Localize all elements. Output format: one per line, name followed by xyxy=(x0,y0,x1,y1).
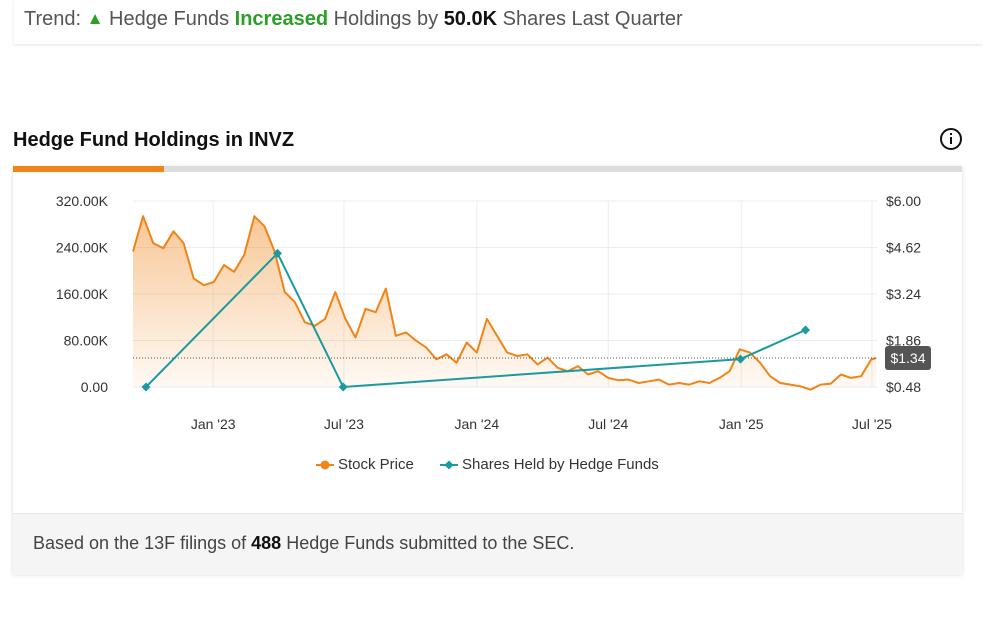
y-left-tick-label: 80.00K xyxy=(64,333,109,349)
hedge-funds-point xyxy=(735,354,745,364)
y-left-tick-label: 160.00K xyxy=(56,286,109,302)
trend-part3: Shares Last Quarter xyxy=(502,8,683,30)
trend-banner: Trend: ▲ Hedge Funds Increased Holdings … xyxy=(14,0,983,44)
y-right-tick-label: $0.48 xyxy=(886,379,921,395)
trend-text: Trend: ▲ Hedge Funds Increased Holdings … xyxy=(24,8,683,31)
legend-item-stock-price[interactable]: Stock Price xyxy=(316,456,414,473)
x-tick-label: Jan '24 xyxy=(454,416,499,432)
x-tick-label: Jul '25 xyxy=(852,416,892,432)
active-tab-indicator[interactable] xyxy=(13,166,164,172)
tab-bar xyxy=(13,166,962,172)
footer-text-before: Based on the 13F filings of xyxy=(33,533,247,553)
y-right-tick-label: $4.62 xyxy=(886,240,921,256)
x-tick-label: Jan '25 xyxy=(719,416,764,432)
stock-price-area xyxy=(133,216,877,390)
section-title: Hedge Fund Holdings in INVZ xyxy=(13,129,295,151)
hedge-funds-point xyxy=(800,325,810,335)
stock-price-line xyxy=(132,215,877,391)
trend-direction: Increased xyxy=(234,8,329,30)
y-right-tick-label: $6.00 xyxy=(886,193,921,209)
holdings-chart: 320.00K 240.00K 160.00K 80.00K 0.00 $6.00 $4.6… xyxy=(56,193,931,432)
x-tick-label: Jul '24 xyxy=(588,416,628,432)
current-price-badge xyxy=(885,346,931,371)
trend-amount: 50.0K xyxy=(443,8,498,30)
current-price-label: $1.34 xyxy=(890,350,925,366)
teal-diamond-icon xyxy=(440,460,458,470)
info-icon[interactable] xyxy=(939,127,963,151)
legend-item-hedge-funds[interactable]: Shares Held by Hedge Funds xyxy=(440,456,659,473)
y-left-tick-label: 0.00 xyxy=(81,379,108,395)
trend-label: Trend: xyxy=(24,8,82,30)
y-left-tick-label: 320.00K xyxy=(56,193,109,209)
hedge-funds-point xyxy=(272,248,282,258)
y-left-tick-label: 240.00K xyxy=(56,240,109,256)
trend-part1: Hedge Funds xyxy=(109,8,230,30)
trend-part2: Holdings by xyxy=(333,8,439,30)
footer: Based on the 13F filings of 488 Hedge Fu… xyxy=(13,513,962,575)
hedge-funds-point xyxy=(141,382,151,392)
footer-text-after: Hedge Funds submitted to the SEC. xyxy=(286,533,575,553)
chart-card: 320.00K 240.00K 160.00K 80.00K 0.00 $6.00 $4.6… xyxy=(13,166,962,575)
chart-legend: Stock Price Shares Held by Hedge Funds xyxy=(13,456,962,480)
orange-dot-icon xyxy=(316,460,334,470)
y-right-tick-label: $3.24 xyxy=(886,286,921,302)
footer-fund-count: 488 xyxy=(251,533,282,553)
y-right-tick-label: $1.86 xyxy=(886,333,921,349)
x-tick-label: Jul '23 xyxy=(324,416,364,432)
hedge-funds-point xyxy=(338,382,348,392)
x-tick-label: Jan '23 xyxy=(191,416,236,432)
legend-label-hedge-funds: Shares Held by Hedge Funds xyxy=(462,456,659,473)
footer-text: Based on the 13F filings of 488 Hedge Fu… xyxy=(33,533,574,554)
legend-label-stock-price: Stock Price xyxy=(338,456,414,473)
up-triangle-icon: ▲ xyxy=(86,9,104,28)
